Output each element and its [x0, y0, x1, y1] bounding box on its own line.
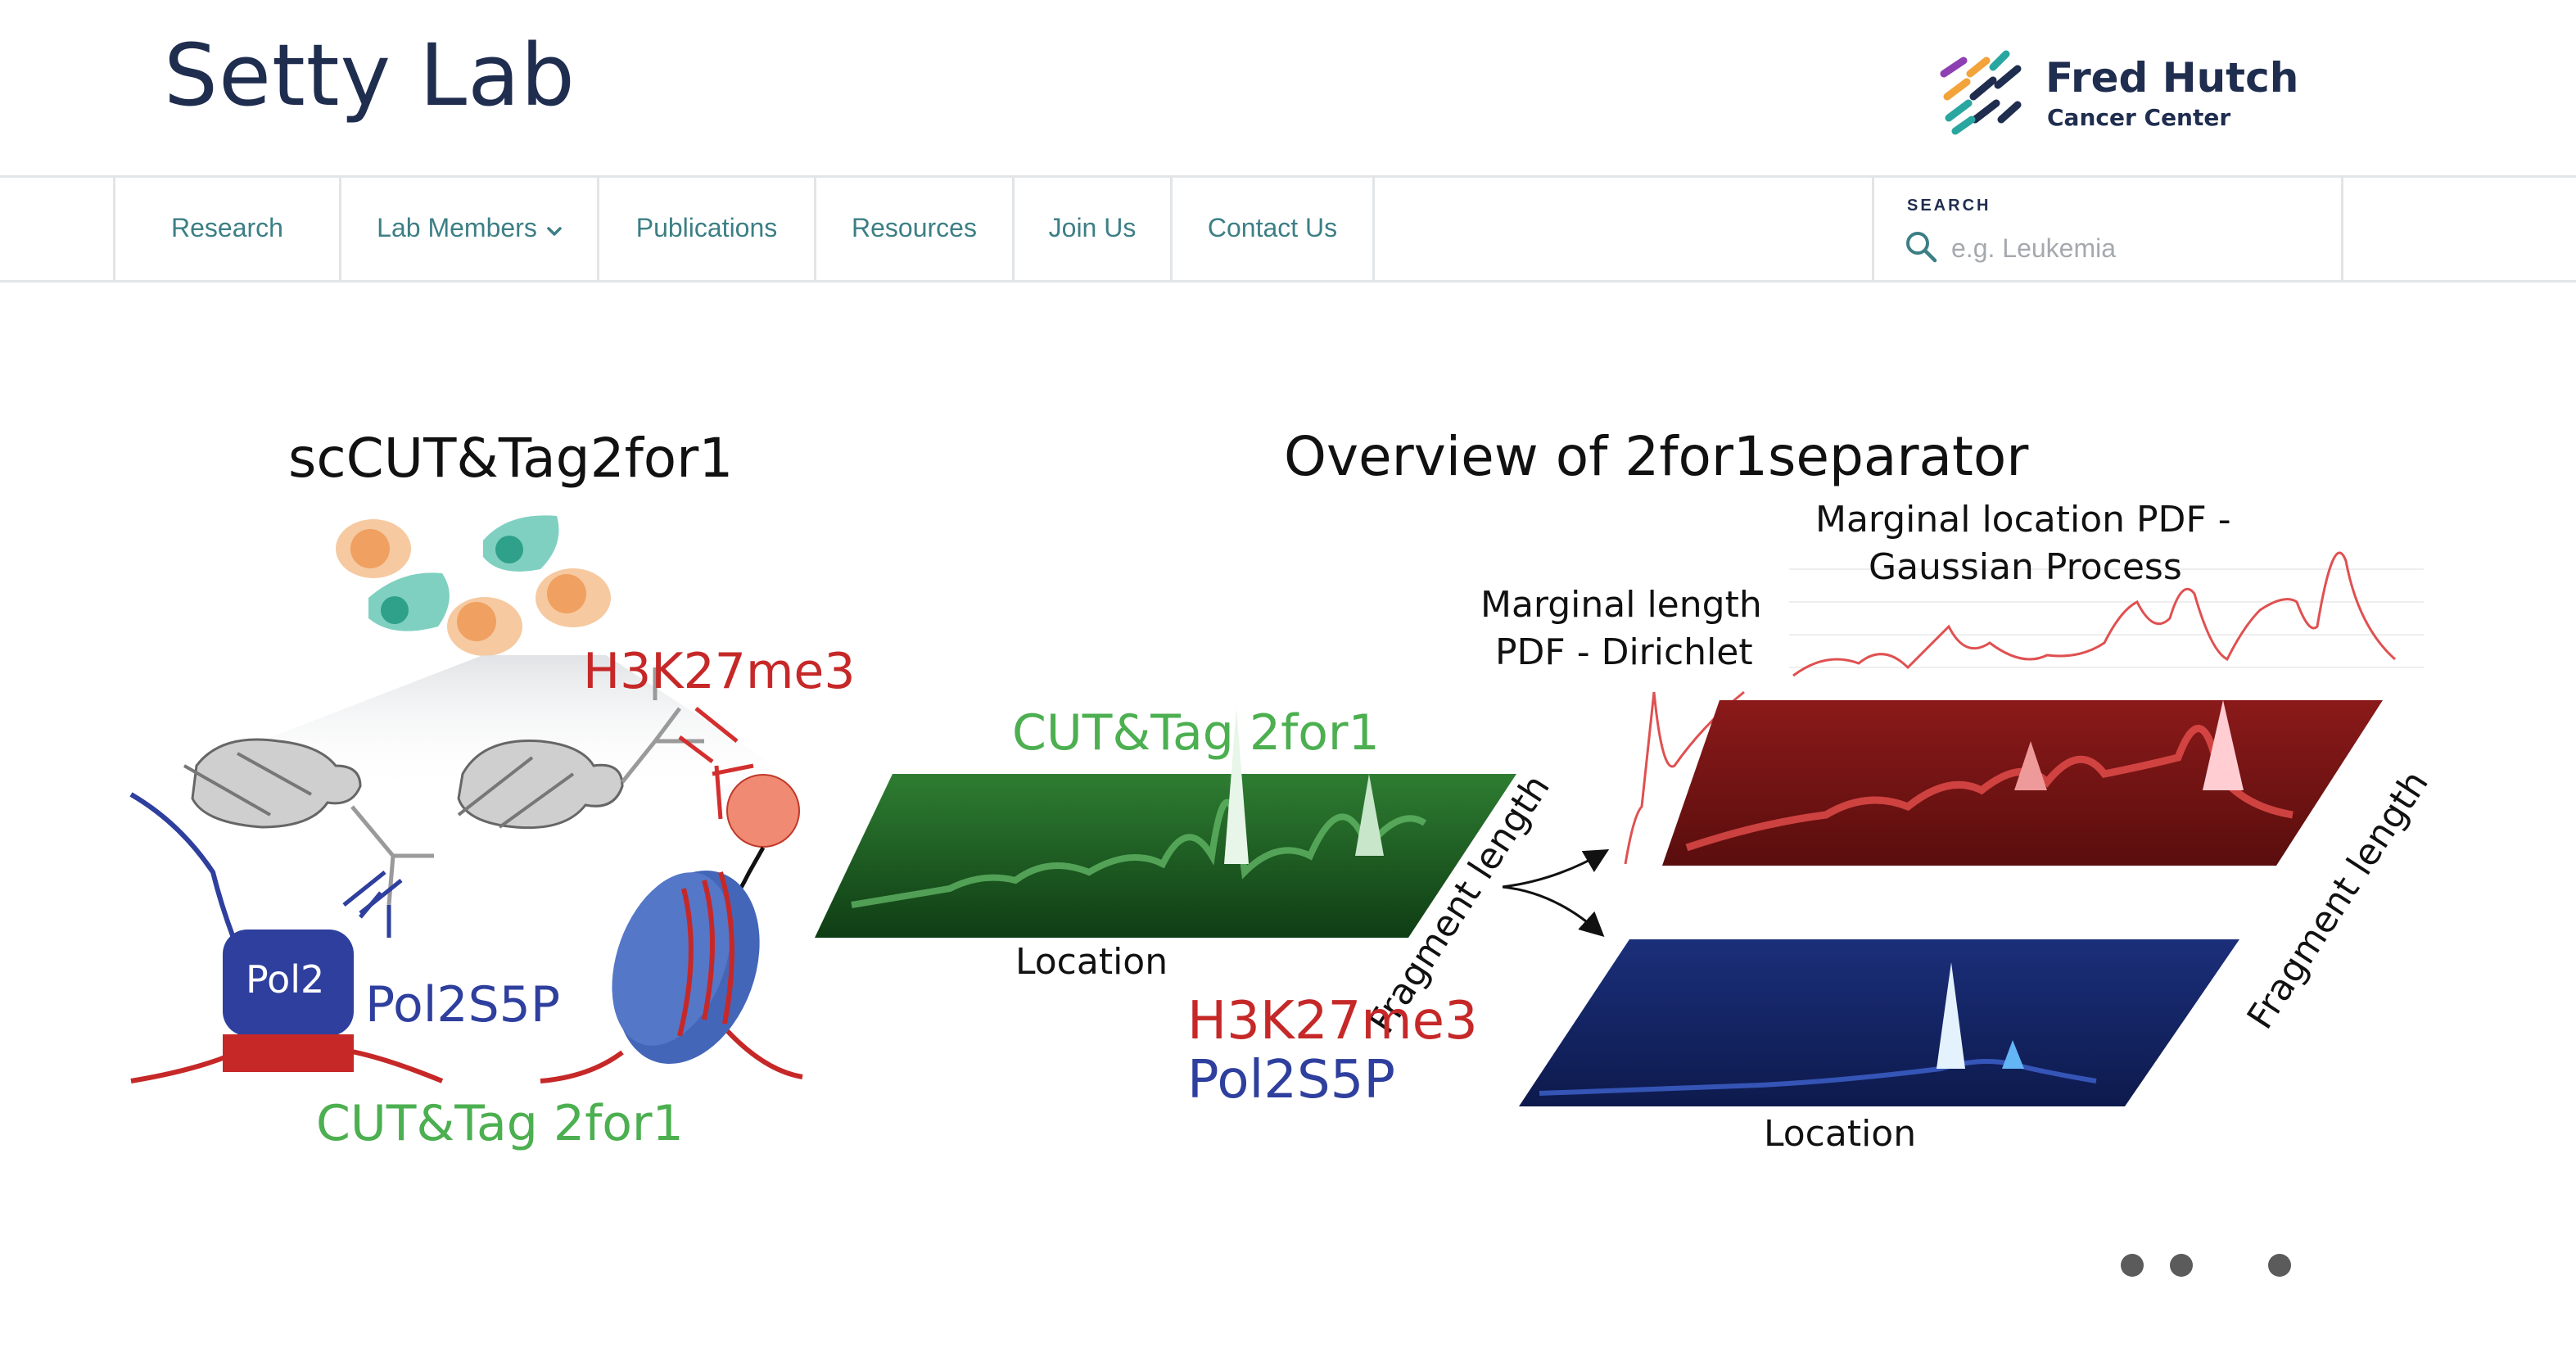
nav-item-label: Publications — [635, 212, 778, 242]
search-input[interactable] — [1950, 228, 2313, 269]
carousel-dot-3[interactable] — [2268, 1254, 2291, 1277]
site-header: Setty Lab Fred Hutch Cancer Center — [0, 0, 2576, 178]
nav-divider — [0, 280, 2576, 283]
carousel-dot-1[interactable] — [2121, 1254, 2144, 1277]
site-title[interactable]: Setty Lab — [164, 25, 576, 125]
logo-text-line2: Cancer Center — [2047, 104, 2231, 131]
location-middle-label: Location — [1015, 941, 1168, 983]
fred-hutch-logo-mark — [1940, 50, 2022, 135]
nav-item-publications[interactable]: Publications — [599, 175, 816, 280]
search-icon[interactable] — [1904, 229, 1940, 269]
nav-item-join-us[interactable]: Join Us — [1015, 175, 1173, 280]
nav-item-label: Resources — [852, 212, 977, 242]
nav-item-research[interactable]: Research — [115, 175, 341, 280]
legend-h3k27me3: H3K27me3 — [1187, 991, 1478, 1052]
nav-item-lab-members[interactable]: Lab Members — [341, 175, 599, 280]
legend-pol2s5p: Pol2S5P — [1187, 1050, 1395, 1111]
cells-group — [336, 515, 611, 656]
marginal-length-line1: Marginal length — [1480, 584, 1762, 626]
pol2s5p-label: Pol2S5P — [365, 976, 561, 1034]
logo-text-line1: Fred Hutch — [2045, 54, 2299, 102]
left-figure-title: scCUT&Tag2for1 — [288, 427, 734, 490]
chevron-down-icon[interactable] — [547, 213, 562, 243]
cuttag-bottom-label: CUT&Tag 2for1 — [316, 1095, 684, 1152]
nav-item-label: Contact Us — [1207, 212, 1338, 242]
enzyme-group — [183, 738, 624, 830]
fred-hutch-logo[interactable]: Fred Hutch Cancer Center — [1939, 49, 2298, 136]
marginal-location-line2: Gaussian Process — [1869, 546, 2182, 588]
carousel-dot-2[interactable] — [2170, 1254, 2193, 1277]
search-label: SEARCH — [1907, 197, 1991, 215]
marginal-length-line2: PDF - Dirichlet — [1495, 631, 1753, 673]
cuttag-middle-label: CUT&Tag 2for1 — [1012, 704, 1380, 762]
nav-item-resources[interactable]: Resources — [816, 175, 1015, 280]
nav-item-contact-us[interactable]: Contact Us — [1173, 175, 1375, 280]
right-figure-title: Overview of 2for1separator — [1284, 425, 2029, 488]
search-box: SEARCH — [1872, 175, 2343, 280]
location-right-label: Location — [1764, 1113, 1917, 1155]
nav-item-label: Research — [171, 212, 283, 242]
pol2-label: Pol2 — [246, 957, 325, 1002]
h3k27me3-label: H3K27me3 — [583, 643, 856, 700]
nav-item-label: Join Us — [1048, 212, 1137, 242]
main-nav: Research Lab Members Publications Resour… — [113, 175, 1375, 280]
nav-item-label: Lab Members — [377, 212, 537, 242]
hero-figure: scCUT&Tag2for1 H3K27me3 Pol2 Pol2S5P CUT… — [0, 283, 2576, 1348]
figure-illustration — [123, 515, 2424, 1106]
marginal-location-line1: Marginal location PDF - — [1815, 499, 2231, 541]
